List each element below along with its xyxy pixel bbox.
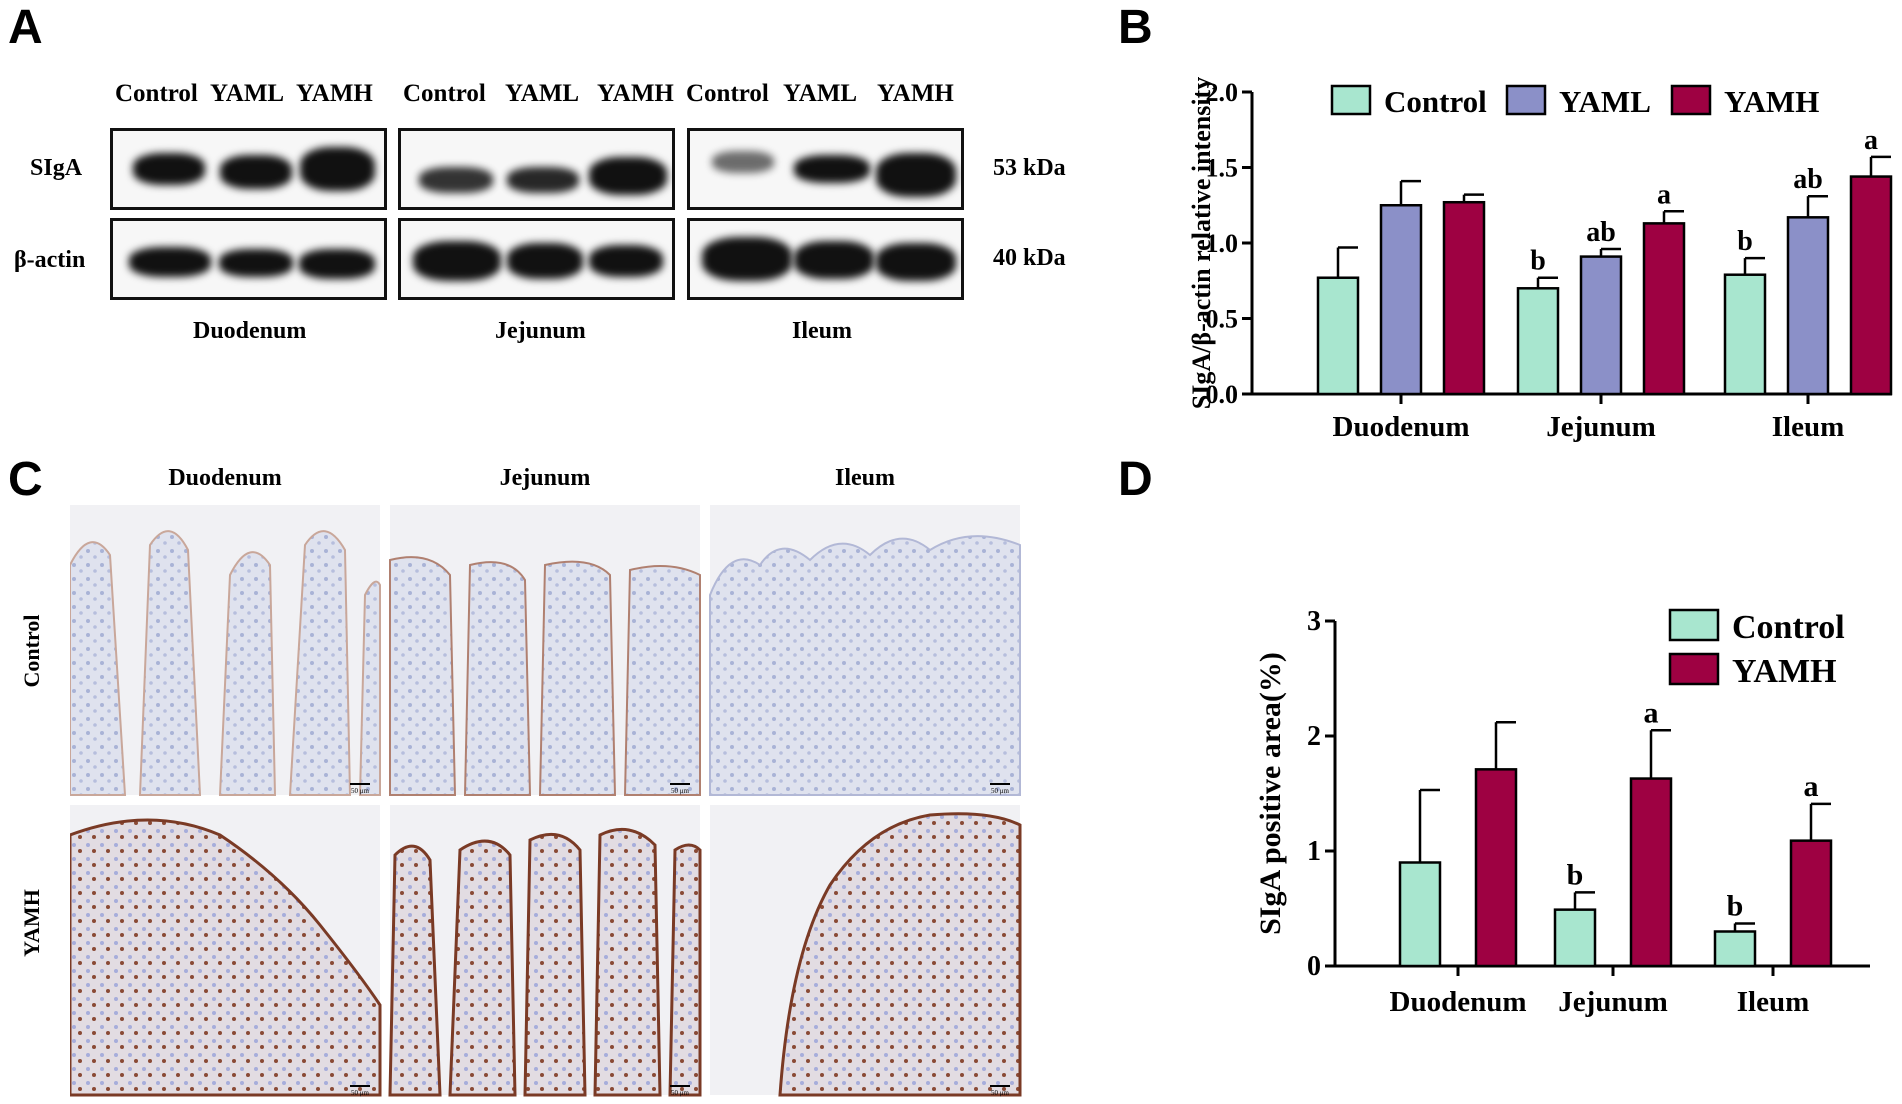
blot-tissue-jejunum: Jejunum bbox=[495, 318, 586, 344]
ihc-group-yamh: YAMH bbox=[19, 889, 44, 957]
y-tick-label: 1.5 bbox=[1206, 154, 1239, 183]
x-tick-label: Ileum bbox=[1737, 986, 1810, 1018]
ihc-tissue-duodenum: Duodenum bbox=[168, 465, 282, 491]
significance-letter: a bbox=[1864, 125, 1878, 156]
bar-yamh-ileum bbox=[1789, 839, 1833, 968]
lane-label-yamh: YAMH bbox=[597, 80, 674, 107]
blot-siga-jejunum bbox=[398, 128, 675, 210]
x-tick-label: Duodenum bbox=[1333, 411, 1470, 443]
significance-letter: b bbox=[1567, 858, 1584, 891]
blot-siga-duodenum bbox=[110, 128, 387, 210]
lane-label-yamh: YAMH bbox=[877, 80, 954, 107]
ihc-image-yamh-ileum bbox=[710, 805, 1022, 1097]
blot-tissue-ileum: Ileum bbox=[792, 318, 852, 344]
significance-letter: a bbox=[1644, 696, 1659, 729]
y-tick-label: 0 bbox=[1307, 951, 1321, 982]
ihc-image-control-ileum bbox=[709, 505, 1021, 796]
ihc-tissue-jejunum: Jejunum bbox=[499, 465, 591, 491]
scale-bar-label: 50 μm bbox=[671, 787, 690, 795]
bar-yamh-jejunum bbox=[1629, 777, 1673, 968]
legend-swatch-yamh bbox=[1668, 652, 1720, 686]
lane-label-yamh: YAMH bbox=[296, 80, 373, 107]
blot-actin-jejunum bbox=[398, 218, 675, 300]
bar-control-duodenum bbox=[1316, 276, 1360, 396]
y-tick-label: 0.0 bbox=[1206, 380, 1239, 409]
legend-swatch-control bbox=[1330, 84, 1372, 116]
chart-d-siga-positive-area: 0 1 2 3 SIgA positive area(%) Duodenum b a Jejun… bbox=[1254, 606, 1870, 1018]
x-tick-label: Duodenum bbox=[1390, 986, 1527, 1018]
significance-letter: b bbox=[1530, 246, 1546, 277]
legend-swatch-yaml bbox=[1505, 84, 1547, 116]
lane-label-control: Control bbox=[115, 80, 198, 107]
significance-letter: b bbox=[1737, 226, 1753, 257]
y-tick-label: 1 bbox=[1307, 836, 1321, 867]
kda-label-actin: 40 kDa bbox=[993, 245, 1066, 271]
lane-label-control: Control bbox=[403, 80, 486, 107]
row-label-siga: SIgA bbox=[30, 155, 83, 181]
x-tick-label: Jejunum bbox=[1546, 411, 1656, 443]
blot-actin-duodenum bbox=[110, 218, 387, 300]
bar-control-jejunum bbox=[1553, 908, 1597, 968]
y-tick-label: 2 bbox=[1307, 721, 1321, 752]
ihc-image-control-duodenum bbox=[70, 505, 381, 796]
blot-tissue-duodenum: Duodenum bbox=[193, 318, 307, 344]
ihc-tissue-ileum: Ileum bbox=[835, 465, 895, 491]
scale-bar-label: 50 μm bbox=[351, 1089, 370, 1097]
x-tick-label: Jejunum bbox=[1558, 986, 1668, 1018]
x-tick-label: Ileum bbox=[1772, 411, 1845, 443]
legend-label-control: Control bbox=[1384, 84, 1487, 119]
bar-yamh-duodenum bbox=[1442, 200, 1486, 396]
legend-label-yamh: YAMH bbox=[1724, 84, 1819, 119]
scale-bar-label: 50 μm bbox=[351, 787, 370, 795]
significance-letter: ab bbox=[1793, 164, 1823, 195]
ihc-image-yamh-jejunum bbox=[388, 805, 702, 1097]
bar-yamh-duodenum bbox=[1474, 768, 1518, 968]
bar-yaml-duodenum bbox=[1379, 204, 1423, 396]
lane-label-yaml: YAML bbox=[210, 80, 285, 107]
blot-siga-ileum bbox=[687, 128, 964, 210]
bar-yaml-jejunum bbox=[1579, 255, 1623, 396]
legend-label-control: Control bbox=[1732, 609, 1845, 646]
significance-letter: ab bbox=[1586, 217, 1616, 248]
bar-control-duodenum bbox=[1398, 861, 1442, 968]
bar-yamh-jejunum bbox=[1642, 222, 1686, 396]
y-tick-label: 0.5 bbox=[1206, 305, 1239, 334]
ihc-image-yamh-duodenum bbox=[70, 805, 382, 1097]
y-tick-label: 3 bbox=[1307, 606, 1321, 637]
bar-yamh-ileum bbox=[1849, 175, 1893, 396]
lane-label-yaml: YAML bbox=[783, 80, 858, 107]
kda-label-siga: 53 kDa bbox=[993, 155, 1066, 181]
legend-label-yamh: YAMH bbox=[1732, 653, 1837, 690]
panel-letter-d: D bbox=[1118, 453, 1153, 506]
lane-label-control: Control bbox=[686, 80, 769, 107]
legend-swatch-yamh bbox=[1670, 84, 1712, 116]
scale-bar-label: 50 μm bbox=[991, 1089, 1010, 1097]
legend-label-yaml: YAML bbox=[1559, 84, 1651, 119]
significance-letter: b bbox=[1727, 889, 1744, 922]
bar-control-jejunum bbox=[1516, 287, 1560, 396]
panel-letter-b: B bbox=[1118, 1, 1153, 54]
row-label-beta-actin: β-actin bbox=[14, 247, 86, 273]
bar-yaml-ileum bbox=[1786, 216, 1830, 396]
ihc-image-control-jejunum bbox=[389, 505, 701, 796]
panel-letter-c: C bbox=[8, 453, 43, 506]
significance-letter: a bbox=[1657, 179, 1671, 210]
lane-label-yaml: YAML bbox=[505, 80, 580, 107]
legend-swatch-control bbox=[1668, 608, 1720, 642]
y-tick-label: 2.0 bbox=[1206, 78, 1239, 107]
y-axis-label: SIgA positive area(%) bbox=[1254, 652, 1287, 935]
scale-bar-label: 50 μm bbox=[671, 1089, 690, 1097]
ihc-group-control: Control bbox=[19, 614, 44, 688]
significance-letter: a bbox=[1804, 770, 1819, 803]
blot-actin-ileum bbox=[687, 218, 964, 300]
panel-letter-a: A bbox=[8, 1, 43, 54]
ihc-micrographs: 50 μm 50 μm 50 μm 50 μm 50 μm 50 μm bbox=[70, 505, 1022, 1097]
bar-control-ileum bbox=[1723, 273, 1767, 396]
scale-bar-label: 50 μm bbox=[991, 787, 1010, 795]
bar-control-ileum bbox=[1713, 930, 1757, 968]
y-tick-label: 1.0 bbox=[1206, 229, 1239, 258]
y-axis-label: SIgA/β-actin relative intensity bbox=[1187, 77, 1216, 409]
